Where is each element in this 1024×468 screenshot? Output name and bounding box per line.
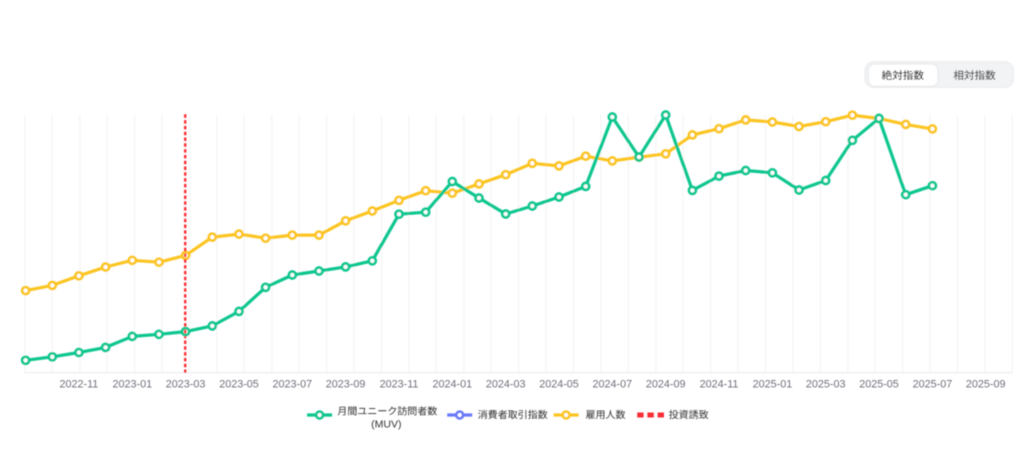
svg-text:2025-01: 2025-01 bbox=[753, 378, 793, 390]
svg-text:2024-11: 2024-11 bbox=[700, 378, 739, 390]
svg-text:2025-05: 2025-05 bbox=[859, 378, 899, 390]
svg-text:2024-01: 2024-01 bbox=[432, 378, 472, 390]
svg-text:2023-07: 2023-07 bbox=[272, 378, 312, 390]
svg-text:(MUV): (MUV) bbox=[371, 419, 401, 431]
svg-text:2025-07: 2025-07 bbox=[913, 378, 953, 390]
svg-text:2023-01: 2023-01 bbox=[112, 378, 152, 390]
svg-text:2023-11: 2023-11 bbox=[380, 378, 419, 390]
svg-text:2023-09: 2023-09 bbox=[326, 378, 366, 390]
svg-text:2024-09: 2024-09 bbox=[646, 378, 686, 390]
svg-text:2024-03: 2024-03 bbox=[486, 378, 526, 390]
svg-text:2025-03: 2025-03 bbox=[806, 378, 846, 390]
svg-text:2023-03: 2023-03 bbox=[166, 378, 206, 390]
svg-text:2022-11: 2022-11 bbox=[59, 378, 98, 390]
svg-text:2025-09: 2025-09 bbox=[966, 378, 1006, 390]
svg-text:2024-07: 2024-07 bbox=[592, 378, 632, 390]
svg-text:2023-05: 2023-05 bbox=[219, 378, 259, 390]
svg-text:2024-05: 2024-05 bbox=[539, 378, 579, 390]
